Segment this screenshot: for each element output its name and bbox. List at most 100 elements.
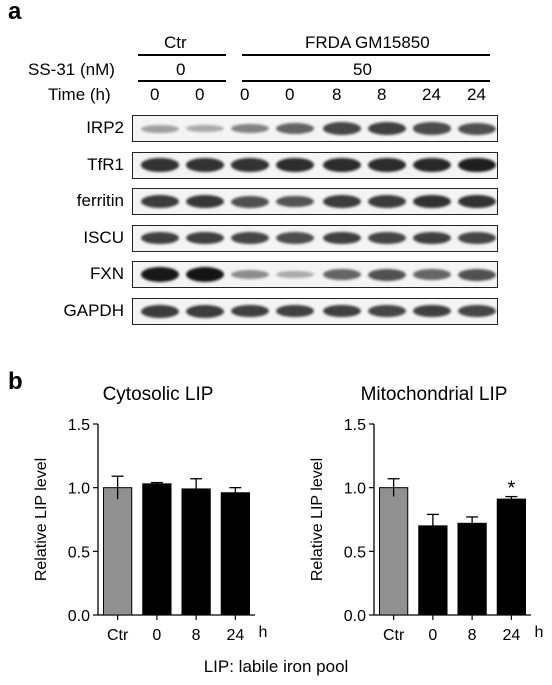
blot-band [276,270,314,279]
group-line-ctr [138,54,226,56]
chart-title: Mitochondrial LIP [361,384,508,405]
time-value: 24 [422,85,441,104]
x-tick-label: 0 [152,627,161,644]
blot-band [231,123,269,134]
time-value: 8 [332,85,342,104]
x-tick-label: Ctr [107,627,129,644]
blot-band [458,231,496,245]
ss31-line-ctr [138,80,226,82]
y-axis-label: Relative LIP level [33,458,50,581]
blot-band [413,269,451,280]
blot-band [458,194,496,209]
blot-band [413,304,451,318]
blot-strip [132,224,498,252]
blot-strip [132,261,498,288]
blot-band [413,122,451,135]
x-tick-label: 8 [192,627,201,644]
blot-band [458,304,496,318]
time-value: 0 [240,85,250,104]
time-row-label: Time (h) [48,85,111,104]
blot-band [368,158,406,172]
time-value: 0 [150,85,160,104]
blot-band [458,268,496,281]
blot-band [368,195,406,208]
x-tick-label: 24 [502,627,520,644]
y-tick-label: 1.0 [68,481,90,498]
bar [181,488,211,616]
blot-band [368,231,406,245]
blot-band [368,268,406,281]
blot-band [458,157,496,173]
blot-band [323,122,361,135]
blot-band [458,122,496,135]
bar [378,487,409,616]
blot-label: FXN [90,264,124,283]
footnote: LIP: labile iron pool [203,657,349,676]
bar [220,492,251,616]
y-axis-label: Relative LIP level [309,458,326,581]
bar [418,525,448,616]
blot-band [276,123,314,134]
blot-band [141,195,179,208]
significance-mark: * [507,478,515,500]
group-label-ctr: Ctr [164,33,187,52]
ss31-ctr-value: 0 [176,60,186,79]
panel-b-letter: b [8,368,23,395]
x-tick-label: 0 [428,627,437,644]
blot-band [323,195,361,208]
blot-band [276,304,314,318]
ss31-line-frda [242,80,490,82]
blot-band [323,304,361,318]
blot-band [186,304,224,318]
blot-label: ferritin [76,191,124,210]
blot-label: ISCU [83,227,124,247]
y-tick-label: 1.0 [344,481,366,498]
time-value: 8 [377,85,387,104]
blot-band [231,231,269,245]
x-tick-label: 24 [226,627,244,644]
x-unit-label: h [259,624,268,641]
blot-band [141,158,179,172]
group-label-frda: FRDA GM15850 [305,33,430,52]
blot-band [368,122,406,135]
blot-band [276,231,314,245]
blot-strip [132,151,498,179]
blot-band [141,231,179,245]
time-value: 24 [467,85,486,104]
blot-band [141,124,179,133]
blot-band [323,269,361,280]
blot-band [186,231,224,245]
panel-a-letter: a [8,0,22,25]
blot-band [231,158,269,172]
bar [142,483,172,616]
cytosolic-lip-chart: Cytosolic LIP Relative LIP level 0.0 0.5 1.0… [33,384,268,644]
blot-strip [132,188,498,215]
blot-band [186,124,224,133]
y-tick-label: 0.5 [344,544,366,561]
bar [102,487,133,616]
ss31-frda-value: 50 [353,60,372,79]
blot-band [186,267,224,282]
x-tick-label: 8 [468,627,477,644]
blot-label: IRP2 [86,118,124,137]
y-tick-label: 0.5 [68,544,90,561]
group-line-frda [242,54,490,56]
y-tick-label: 1.5 [344,417,366,434]
y-tick-label: 1.5 [68,417,90,434]
blot-strip [132,115,498,142]
blot-band [141,304,179,318]
blot-band [323,158,361,172]
chart-title: Cytosolic LIP [103,384,214,405]
blot-band [413,194,451,209]
time-value: 0 [195,85,205,104]
blot-band [186,194,224,209]
blot-band [276,195,314,208]
x-unit-label: h [535,624,544,641]
blot-band [368,304,406,318]
x-tick-label: Ctr [383,627,405,644]
mitochondrial-lip-chart: Mitochondrial LIP Relative LIP level 0.0 0.… [309,384,544,644]
y-tick-label: 0.0 [68,608,90,625]
ss31-row-label: SS-31 (nM) [28,60,115,79]
bar [496,498,527,616]
blot-band [413,231,451,245]
